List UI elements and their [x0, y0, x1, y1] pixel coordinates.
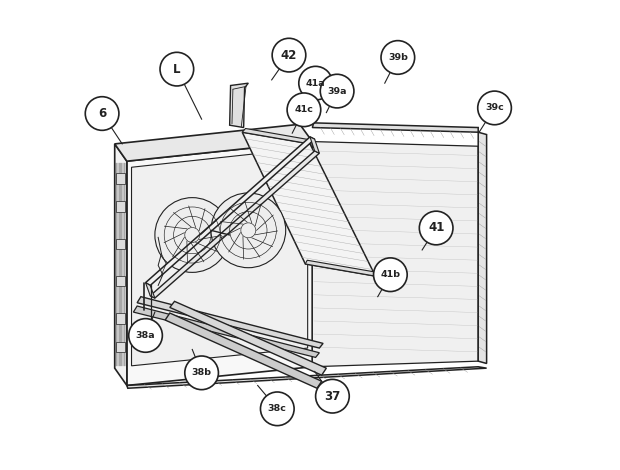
Text: 39c: 39c: [485, 103, 504, 112]
Polygon shape: [137, 297, 323, 348]
Text: 38a: 38a: [136, 331, 156, 340]
Circle shape: [321, 74, 354, 108]
Text: 39b: 39b: [388, 53, 408, 62]
Text: L: L: [173, 63, 180, 76]
Circle shape: [211, 193, 286, 268]
Polygon shape: [242, 132, 376, 276]
Circle shape: [299, 66, 332, 100]
Polygon shape: [478, 132, 487, 363]
Polygon shape: [116, 313, 125, 324]
Polygon shape: [116, 342, 125, 352]
Text: 39a: 39a: [327, 86, 347, 95]
Polygon shape: [116, 276, 125, 286]
Polygon shape: [131, 148, 308, 366]
Polygon shape: [305, 260, 378, 276]
Circle shape: [86, 97, 119, 130]
Polygon shape: [115, 124, 312, 161]
Circle shape: [272, 38, 306, 72]
Polygon shape: [229, 83, 249, 127]
Polygon shape: [150, 151, 319, 298]
Text: 42: 42: [281, 48, 297, 62]
Polygon shape: [127, 367, 487, 388]
Polygon shape: [165, 313, 322, 388]
Polygon shape: [116, 239, 125, 249]
Polygon shape: [133, 306, 319, 357]
Polygon shape: [116, 201, 125, 212]
Text: 38c: 38c: [268, 404, 286, 413]
Circle shape: [185, 356, 218, 390]
Polygon shape: [115, 144, 127, 385]
Circle shape: [373, 258, 407, 291]
Text: 41: 41: [428, 221, 445, 235]
Text: 41b: 41b: [380, 270, 401, 279]
Circle shape: [260, 392, 294, 426]
Circle shape: [316, 379, 349, 413]
Text: 41c: 41c: [294, 105, 313, 114]
Polygon shape: [312, 123, 478, 132]
Text: 41a: 41a: [306, 78, 326, 87]
Circle shape: [419, 211, 453, 245]
Polygon shape: [127, 141, 312, 385]
Polygon shape: [146, 282, 155, 298]
Text: 38b: 38b: [192, 368, 211, 377]
Circle shape: [478, 91, 512, 125]
Circle shape: [381, 40, 415, 74]
Circle shape: [155, 197, 229, 273]
Polygon shape: [116, 173, 125, 184]
Polygon shape: [312, 141, 478, 367]
Text: 6: 6: [98, 107, 106, 120]
Text: 37: 37: [324, 390, 340, 403]
Circle shape: [129, 319, 162, 352]
Polygon shape: [170, 301, 326, 375]
Polygon shape: [310, 137, 319, 153]
Circle shape: [287, 93, 321, 126]
Polygon shape: [146, 137, 315, 285]
Circle shape: [160, 52, 193, 86]
Polygon shape: [242, 128, 312, 144]
